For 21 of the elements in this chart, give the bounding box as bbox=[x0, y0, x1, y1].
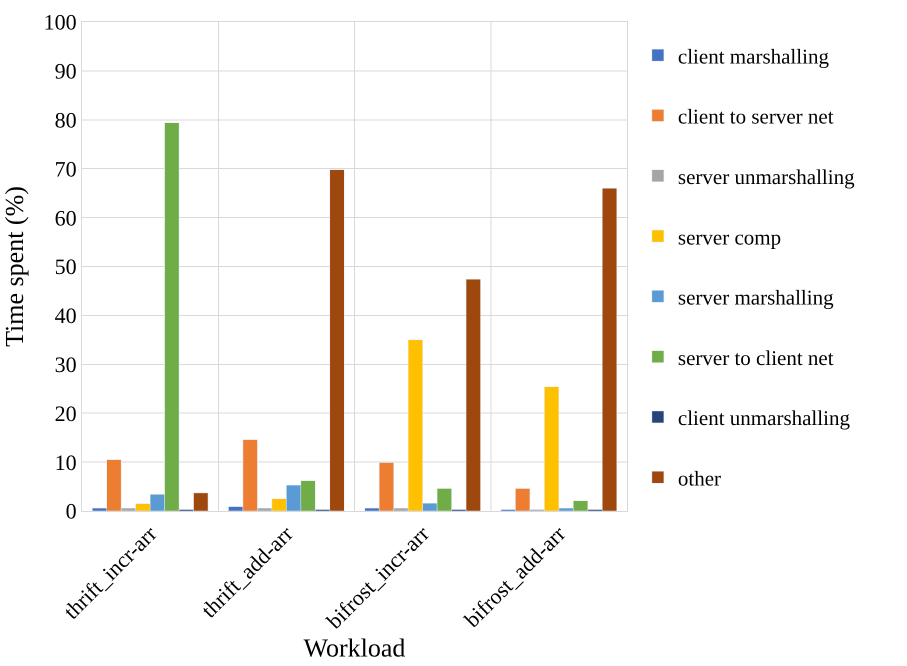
legend-label: client unmarshalling bbox=[678, 406, 850, 430]
legend-label: server to client net bbox=[678, 346, 834, 370]
y-axis-title: Time spent (%) bbox=[0, 186, 29, 347]
y-tick-label: 0 bbox=[66, 498, 77, 524]
y-tick-label: 70 bbox=[54, 156, 77, 182]
legend-label: client marshalling bbox=[678, 44, 830, 68]
y-tick-label: 10 bbox=[54, 450, 77, 475]
y-tick-label: 90 bbox=[54, 58, 77, 84]
legend-label: server comp bbox=[678, 225, 782, 250]
y-tick-label: 60 bbox=[54, 205, 77, 230]
y-tick-label: 20 bbox=[54, 400, 77, 426]
x-axis-title: Workload bbox=[304, 633, 406, 662]
legend-label: client to server net bbox=[678, 104, 834, 129]
y-tick-label: 50 bbox=[54, 254, 77, 280]
legend-label: server marshalling bbox=[678, 286, 834, 310]
legend-label: other bbox=[678, 466, 722, 490]
legend-label: server unmarshalling bbox=[678, 164, 856, 189]
y-tick-label: 100 bbox=[44, 10, 77, 35]
y-tick-label: 40 bbox=[54, 303, 77, 328]
y-tick-label: 30 bbox=[54, 352, 77, 377]
y-tick-label: 80 bbox=[54, 108, 77, 132]
